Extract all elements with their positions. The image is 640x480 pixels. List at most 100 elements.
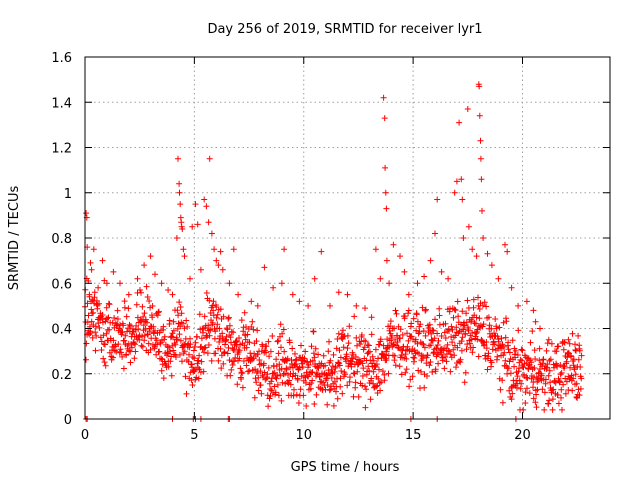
data-point	[141, 310, 148, 317]
data-point	[343, 353, 350, 360]
data-point	[575, 356, 582, 363]
data-point	[461, 322, 468, 329]
data-point	[238, 317, 245, 324]
data-point	[146, 328, 153, 335]
data-point	[547, 356, 554, 363]
data-point	[258, 390, 265, 397]
data-point	[458, 176, 465, 183]
data-point	[245, 368, 252, 375]
data-point	[532, 318, 539, 325]
data-point	[198, 335, 205, 342]
data-point	[123, 351, 130, 358]
data-point	[255, 374, 262, 381]
data-point	[393, 310, 400, 317]
data-point	[152, 271, 158, 278]
data-point	[415, 367, 422, 374]
data-point	[433, 345, 440, 352]
data-point	[520, 364, 527, 371]
data-point	[268, 378, 275, 385]
data-point	[427, 342, 434, 349]
data-point	[110, 337, 117, 344]
data-point	[141, 262, 148, 269]
data-point	[181, 253, 188, 260]
data-point	[488, 359, 495, 366]
data-point	[485, 314, 492, 321]
data-point	[145, 340, 152, 347]
data-point	[291, 386, 297, 393]
data-point	[362, 305, 368, 312]
data-point	[410, 315, 417, 322]
data-point	[451, 352, 458, 359]
data-point	[379, 368, 386, 375]
data-point	[274, 381, 281, 388]
data-point	[386, 280, 393, 287]
data-point	[307, 385, 314, 392]
data-point	[455, 313, 462, 320]
data-point	[434, 342, 441, 348]
data-point	[176, 331, 183, 338]
data-point	[397, 335, 403, 342]
data-point	[392, 307, 399, 314]
data-point	[424, 352, 431, 359]
data-point	[506, 358, 513, 365]
data-point	[354, 342, 360, 349]
data-point	[447, 351, 454, 358]
data-point	[404, 330, 410, 337]
data-point	[548, 389, 555, 396]
data-point	[189, 354, 196, 360]
data-point	[566, 340, 573, 347]
data-point	[126, 347, 133, 354]
data-point	[401, 313, 408, 320]
data-point	[573, 380, 580, 387]
data-point	[220, 360, 227, 367]
data-point	[127, 359, 134, 366]
data-point	[368, 331, 375, 338]
data-point	[478, 176, 485, 183]
data-point	[203, 290, 210, 296]
data-point	[310, 328, 317, 335]
data-point	[155, 309, 162, 316]
data-point	[427, 257, 434, 264]
data-point	[111, 315, 118, 321]
data-point	[236, 347, 243, 354]
data-point	[117, 346, 124, 353]
data-point	[362, 404, 369, 411]
data-point	[485, 350, 492, 357]
data-point	[504, 370, 511, 377]
data-point	[337, 383, 344, 390]
data-point	[372, 363, 379, 370]
data-point	[562, 375, 569, 382]
data-point	[92, 347, 99, 354]
data-point	[426, 321, 433, 328]
data-point	[427, 359, 434, 365]
data-point	[85, 312, 92, 319]
y-tick-label: 0	[64, 413, 72, 428]
data-point	[206, 297, 213, 304]
data-point	[114, 307, 121, 314]
data-point	[344, 291, 351, 298]
data-point	[451, 189, 458, 196]
data-point	[278, 344, 284, 351]
data-point	[520, 406, 527, 413]
data-point	[249, 318, 256, 325]
data-point	[475, 294, 481, 301]
data-point	[143, 283, 150, 290]
data-point	[376, 341, 383, 348]
data-point	[278, 397, 285, 404]
data-point	[228, 366, 235, 373]
data-point	[473, 253, 480, 260]
data-point	[372, 346, 379, 353]
data-point	[569, 387, 576, 394]
data-point	[286, 339, 293, 346]
data-point	[238, 376, 245, 382]
data-point	[267, 348, 274, 355]
data-point	[255, 387, 262, 394]
data-point	[235, 291, 242, 298]
data-point	[102, 341, 108, 348]
data-point	[469, 349, 476, 356]
data-point	[209, 302, 216, 309]
data-point	[191, 343, 198, 350]
data-point	[500, 343, 507, 350]
data-point	[236, 355, 243, 362]
data-point	[296, 364, 303, 371]
